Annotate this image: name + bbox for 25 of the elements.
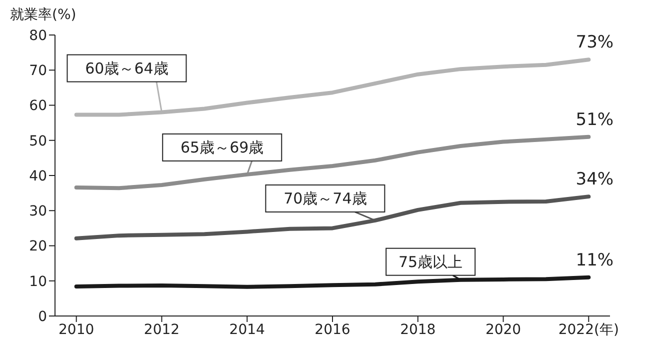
y-tick-label: 70 bbox=[29, 63, 47, 80]
data-label: 34% bbox=[576, 170, 614, 190]
x-tick-label: 2020 bbox=[485, 322, 522, 338]
data-label: 73% bbox=[576, 32, 614, 53]
series-label: 65歳～69歳 bbox=[180, 138, 264, 156]
x-tick-label: 2012 bbox=[144, 322, 180, 338]
data-label: 51% bbox=[576, 110, 614, 130]
y-tick-label: 80 bbox=[29, 28, 47, 44]
y-tick-label: 50 bbox=[29, 133, 47, 150]
x-tick-label: 2014 bbox=[229, 322, 266, 338]
data-label: 11% bbox=[576, 250, 614, 270]
y-tick-label: 10 bbox=[29, 274, 47, 290]
x-tick-label: 2016 bbox=[314, 322, 350, 338]
y-tick-label: 40 bbox=[29, 168, 47, 184]
x-tick-label: 2010 bbox=[58, 322, 94, 338]
x-tick-label: 2018 bbox=[400, 322, 436, 338]
text: 60歳～64歳 bbox=[85, 59, 168, 78]
x-tick-label: 2022(年) bbox=[558, 322, 619, 338]
y-axis-title: 就業率(%) bbox=[10, 6, 76, 24]
y-tick-label: 0 bbox=[38, 308, 47, 325]
y-tick-label: 30 bbox=[29, 204, 47, 220]
series-label: 70歳～74歳 bbox=[284, 189, 367, 208]
y-tick-label: 20 bbox=[29, 238, 47, 255]
series-label: 75歳以上 bbox=[398, 252, 463, 271]
y-tick-label: 60 bbox=[29, 98, 47, 114]
